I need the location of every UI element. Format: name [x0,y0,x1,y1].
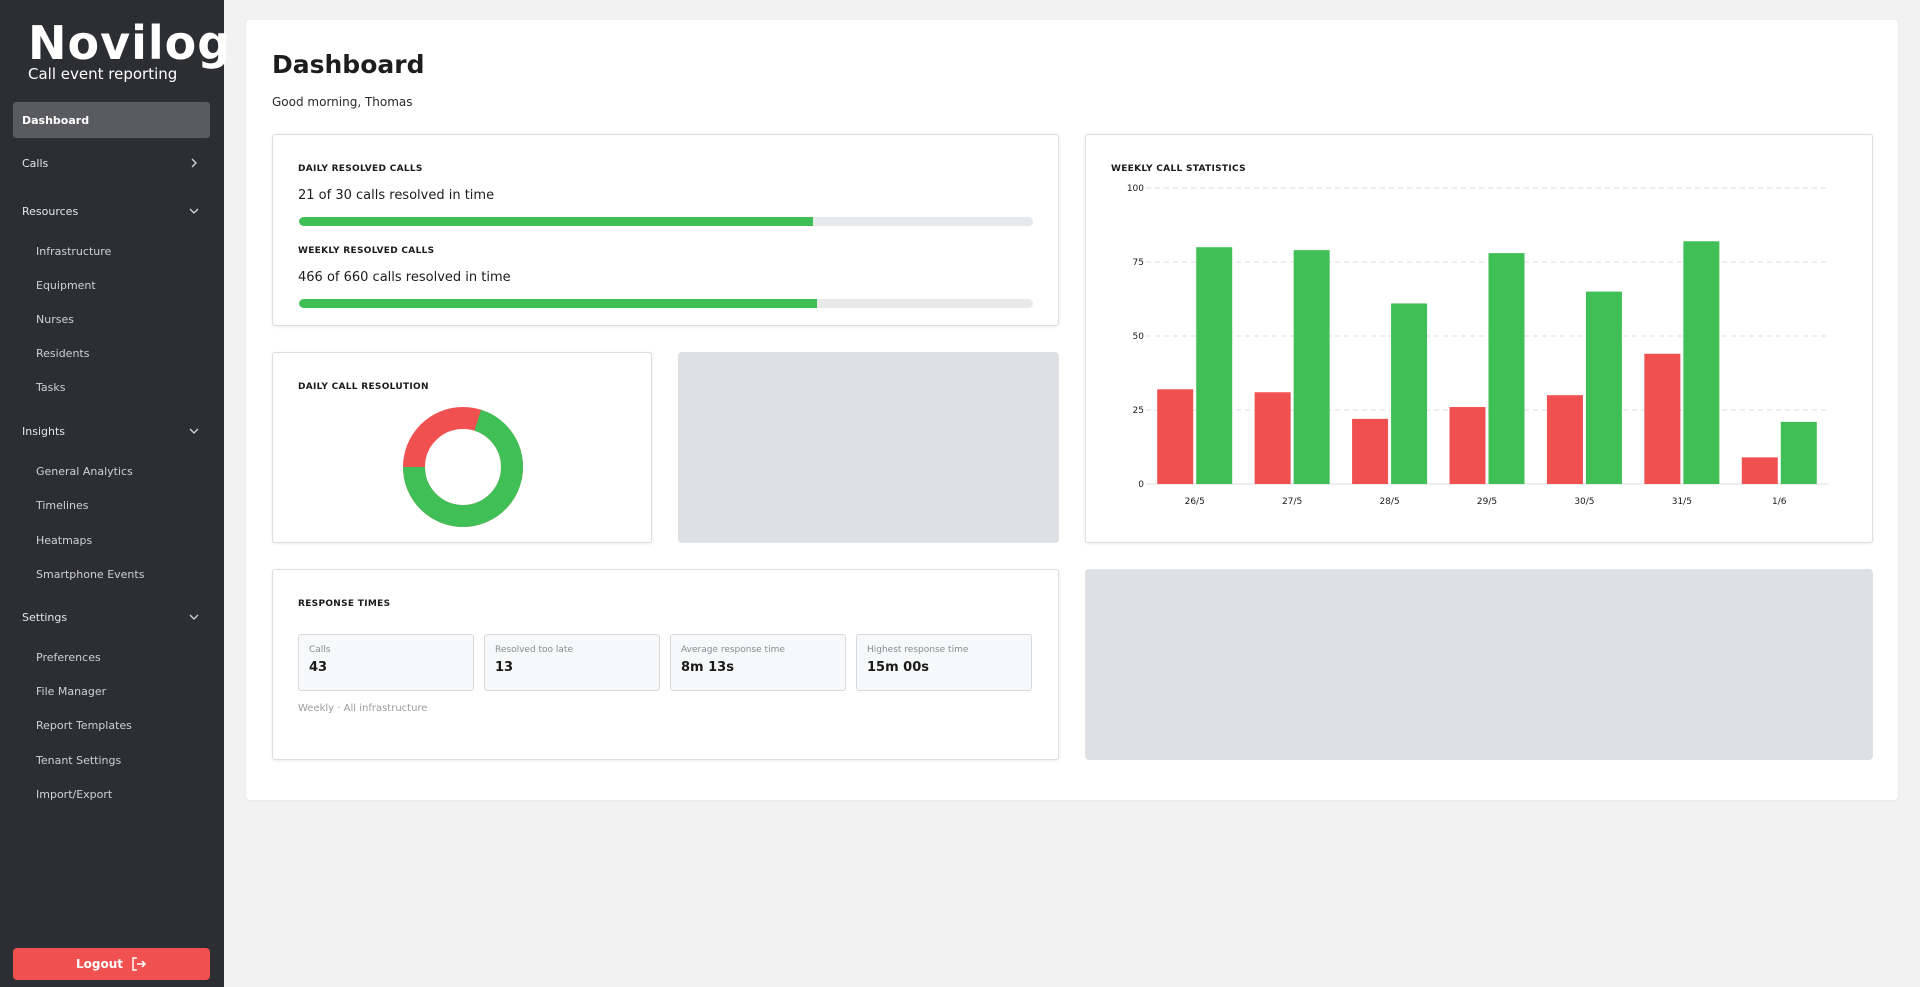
bar-late [1449,407,1486,484]
sidebar-item-label: Resources [22,204,79,218]
metric-average-response-time: Average response time 8m 13s [670,634,846,691]
weekly-call-statistics-chart: 0 25 50 75 100 26/5 27/5 28/5 29/5 30/5 31/5 1/6 [1127,184,1828,507]
metric-value: 15m 00s [867,660,929,675]
weekly-call-statistics-card: WEEKLY CALL STATISTICS 0 25 50 75 100 26/5 27/… [1085,134,1873,543]
metric-value: 13 [495,660,514,675]
brand-tagline: Call event reporting [28,65,178,83]
x-tick-label: 29/5 [1477,497,1497,507]
y-tick-label: 25 [1133,406,1144,416]
x-tick-label: 30/5 [1574,497,1594,507]
response-times-title: RESPONSE TIMES [298,599,391,609]
chevron-right-icon [191,158,197,168]
logout-label: Logout [75,957,123,971]
response-times-card: RESPONSE TIMES Calls 43 Resolved too lat… [272,569,1059,760]
logout-button[interactable]: Logout [13,948,210,980]
bar-late [1352,418,1389,484]
bar-resolved [1585,291,1622,484]
sidebar-item-report-templates[interactable]: Report Templates [36,719,132,732]
bar-resolved [1293,250,1330,484]
chart-title: WEEKLY CALL STATISTICS [1111,164,1246,174]
metric-highest-response-time: Highest response time 15m 00s [856,634,1032,691]
sidebar-item-label: Settings [22,610,68,624]
daily-resolved-progress [299,217,1033,226]
sidebar-item-timelines[interactable]: Timelines [36,499,89,512]
daily-resolved-text: 21 of 30 calls resolved in time [298,188,495,203]
x-tick-label: 31/5 [1672,497,1692,507]
metric-label: Average response time [681,645,785,655]
metric-value: 8m 13s [681,660,734,675]
x-tick-label: 26/5 [1185,497,1205,507]
chevron-down-icon [189,614,199,620]
sidebar-item-settings[interactable]: Settings [13,599,210,635]
sidebar-item-file-manager[interactable]: File Manager [36,685,107,698]
chevron-down-icon [189,208,199,214]
bar-late [1644,353,1681,484]
chevron-down-icon [189,428,199,434]
brand-name: Novilog [28,16,232,70]
sidebar-item-label: Calls [22,156,49,170]
sidebar-item-nurses[interactable]: Nurses [36,313,74,326]
metric-calls: Calls 43 [298,634,474,691]
bar-late [1546,395,1583,484]
sidebar-item-residents[interactable]: Residents [36,347,90,360]
daily-resolved-title: DAILY RESOLVED CALLS [298,164,423,174]
sidebar-item-resources[interactable]: Resources [13,193,210,229]
bar-late [1741,457,1778,484]
response-times-footnote: Weekly · All infrastructure [298,703,428,714]
sidebar-item-label: Insights [22,424,66,438]
daily-resolution-donut [403,407,523,527]
sidebar: Novilog Call event reporting Dashboard C… [0,0,230,987]
weekly-resolved-progress [299,299,1033,308]
bar-late [1157,389,1194,484]
bar-resolved [1196,247,1233,484]
daily-resolution-card: DAILY CALL RESOLUTION [272,352,652,543]
daily-resolution-title: DAILY CALL RESOLUTION [298,382,429,392]
loading-placeholder [1085,569,1873,760]
resolved-calls-card: DAILY RESOLVED CALLS 21 of 30 calls reso… [272,134,1059,326]
sidebar-item-infrastructure[interactable]: Infrastructure [36,245,112,258]
brand-logo[interactable]: Novilog Call event reporting [28,20,231,82]
metric-resolved-too-late: Resolved too late 13 [484,634,660,691]
sidebar-item-heatmaps[interactable]: Heatmaps [36,534,93,547]
sidebar-item-tasks[interactable]: Tasks [36,381,66,394]
sidebar-item-insights[interactable]: Insights [13,413,210,449]
weekly-resolved-progress-fill [299,299,818,308]
sidebar-item-label: Dashboard [22,113,90,127]
x-tick-label: 1/6 [1772,497,1787,507]
weekly-resolved-title: WEEKLY RESOLVED CALLS [298,246,435,256]
donut-resolved-segment [403,407,523,527]
sidebar-item-import-export[interactable]: Import/Export [36,788,113,801]
weekly-resolved-text: 466 of 660 calls resolved in time [298,270,511,285]
bar-resolved [1488,253,1525,484]
bar-resolved [1391,303,1428,484]
greeting-text: Good morning, Thomas [272,95,413,109]
y-tick-label: 75 [1133,258,1144,268]
sidebar-item-smartphone-events[interactable]: Smartphone Events [36,568,145,581]
x-tick-label: 27/5 [1282,497,1302,507]
y-tick-label: 0 [1138,480,1144,490]
metric-label: Resolved too late [495,645,574,655]
sidebar-item-equipment[interactable]: Equipment [36,279,96,292]
logout-icon [132,957,147,971]
metric-label: Highest response time [867,645,969,655]
y-tick-label: 100 [1127,184,1144,194]
page-title: Dashboard [272,50,425,79]
metric-label: Calls [309,645,331,655]
sidebar-item-preferences[interactable]: Preferences [36,651,101,664]
x-tick-label: 28/5 [1379,497,1399,507]
sidebar-item-dashboard[interactable]: Dashboard [13,102,210,138]
daily-resolved-progress-fill [299,217,813,226]
bar-resolved [1683,241,1720,484]
sidebar-item-calls[interactable]: Calls [13,145,210,181]
bar-resolved [1780,421,1817,484]
sidebar-item-tenant-settings[interactable]: Tenant Settings [36,754,122,767]
loading-placeholder [678,352,1059,543]
y-tick-label: 50 [1133,332,1145,342]
bar-late [1254,392,1291,484]
sidebar-item-general-analytics[interactable]: General Analytics [36,465,133,478]
metric-value: 43 [309,660,328,675]
